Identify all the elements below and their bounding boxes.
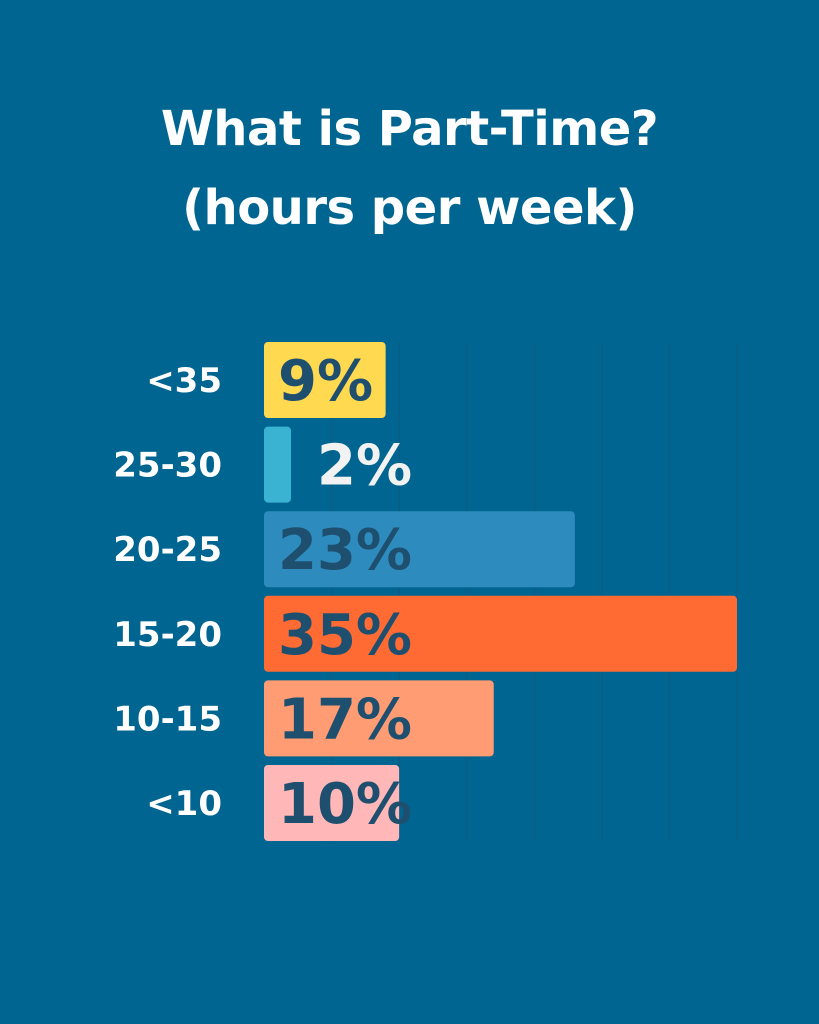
bar bbox=[264, 426, 292, 503]
value-label: 9% bbox=[278, 349, 373, 414]
value-label: 17% bbox=[278, 687, 412, 752]
bars bbox=[264, 342, 737, 841]
category-label: <10 bbox=[146, 784, 222, 824]
value-label: 23% bbox=[278, 518, 412, 583]
bar bbox=[264, 765, 400, 841]
labels: <35 9% 25-30 2% 20-25 23% 15-20 35% 10-15 17% <10 1… bbox=[113, 349, 412, 837]
chart-title-line-1: What is Part-Time? bbox=[160, 101, 659, 157]
bar bbox=[264, 342, 386, 418]
bar bbox=[264, 595, 737, 672]
bar bbox=[264, 511, 575, 588]
category-label: 20-25 bbox=[113, 530, 222, 570]
grid-lines bbox=[330, 342, 738, 842]
value-label: 10% bbox=[278, 772, 412, 837]
value-label: 2% bbox=[317, 434, 412, 499]
category-label: 10-15 bbox=[113, 699, 222, 739]
category-label: <35 bbox=[146, 361, 222, 401]
category-label: 25-30 bbox=[113, 446, 222, 486]
chart-title-line-2: (hours per week) bbox=[182, 180, 637, 236]
bar bbox=[264, 680, 494, 757]
value-label: 35% bbox=[278, 603, 412, 668]
category-label: 15-20 bbox=[113, 615, 222, 655]
